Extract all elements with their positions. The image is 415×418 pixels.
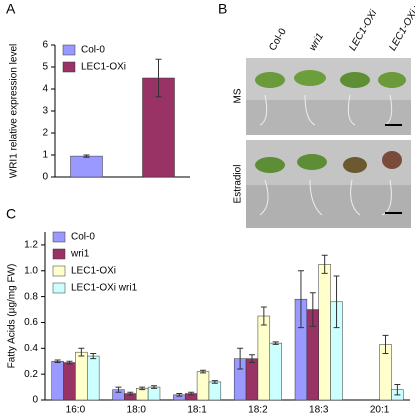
bar	[245, 358, 259, 401]
legend-swatch	[62, 61, 76, 73]
error-bar	[248, 354, 255, 364]
legend-label: wri1	[70, 249, 90, 260]
legend-label: Col-0	[71, 232, 95, 243]
photo-estradiol	[246, 140, 411, 228]
column-label: LEC1-OXi	[347, 8, 379, 53]
y-tick-label: 0	[42, 172, 48, 183]
error-bar	[333, 275, 340, 329]
error-bar	[272, 341, 279, 345]
y-tick-label: 1.2	[24, 240, 38, 251]
column-label: wri1	[307, 31, 326, 52]
y-tick-label: 0.6	[24, 317, 38, 328]
error-bar	[382, 334, 389, 354]
panel-label: A	[6, 1, 16, 17]
error-bar	[394, 383, 401, 396]
x-tick-label: 18:3	[309, 405, 329, 416]
bar	[196, 371, 210, 401]
row-label: Estradiol	[233, 165, 244, 204]
bar	[269, 342, 282, 401]
y-tick-label: 0.4	[24, 343, 38, 354]
y-tick-label: 2	[42, 128, 48, 139]
bar	[208, 381, 222, 401]
legend-label: LEC1-OXi wri1	[71, 283, 138, 294]
error-bar	[260, 306, 267, 326]
x-tick-label: 16:0	[66, 405, 86, 416]
error-bar	[78, 347, 85, 357]
legend-label: LEC1-OXi	[81, 62, 126, 73]
error-bar	[127, 391, 134, 396]
column-label: LEC1-OXi wri1	[387, 0, 415, 53]
error-bar	[54, 359, 61, 364]
error-bar	[297, 270, 304, 329]
row-label: MS	[233, 88, 244, 103]
x-tick-label: 18:1	[187, 405, 207, 416]
legend-swatch	[52, 248, 66, 260]
y-tick-label: 6	[42, 40, 48, 51]
bar	[257, 315, 271, 401]
legend-swatch	[52, 282, 66, 294]
error-bar	[200, 369, 207, 374]
x-tick-label: 20:1	[370, 405, 390, 416]
panel-label: B	[218, 1, 227, 17]
panel-label: C	[6, 206, 16, 222]
x-tick-label: 18:2	[248, 405, 268, 416]
legend-label: LEC1-OXi	[71, 266, 116, 277]
error-bar	[211, 380, 218, 384]
photo-ms	[246, 58, 411, 135]
x-tick-label: 18:0	[127, 405, 147, 416]
bar	[70, 155, 103, 178]
error-bar	[309, 292, 316, 327]
error-bar	[139, 386, 146, 391]
bar	[63, 362, 76, 401]
bar	[147, 386, 161, 401]
error-bar	[66, 360, 73, 365]
y-tick-label: 0.8	[24, 291, 38, 302]
y-axis-label: Fatty Acids (µg/mg FW)	[7, 264, 18, 369]
legend-swatch	[52, 265, 66, 277]
y-tick-label: 1	[42, 150, 48, 161]
error-bar	[83, 154, 90, 158]
column-label: Col-0	[267, 26, 289, 53]
bar	[51, 360, 64, 401]
bar	[75, 351, 88, 401]
legend-swatch	[62, 44, 76, 56]
error-bar	[237, 347, 244, 370]
error-bar	[155, 58, 162, 98]
error-bar	[151, 385, 158, 389]
error-bar	[90, 352, 97, 360]
error-bar	[321, 254, 328, 274]
error-bar	[115, 386, 122, 393]
bar	[87, 355, 100, 401]
bar	[318, 264, 331, 401]
y-axis-label: WRI1 relative expression level	[9, 44, 20, 179]
y-tick-label: 1.0	[24, 265, 38, 276]
error-bar	[176, 393, 183, 397]
legend-label: Col-0	[81, 45, 105, 56]
y-tick-label: 0	[32, 395, 38, 406]
y-tick-label: 4	[42, 84, 48, 95]
error-bar	[188, 391, 195, 396]
y-tick-label: 0.2	[24, 369, 38, 380]
legend-swatch	[52, 231, 66, 243]
y-tick-label: 3	[42, 106, 48, 117]
y-tick-label: 5	[42, 62, 48, 73]
